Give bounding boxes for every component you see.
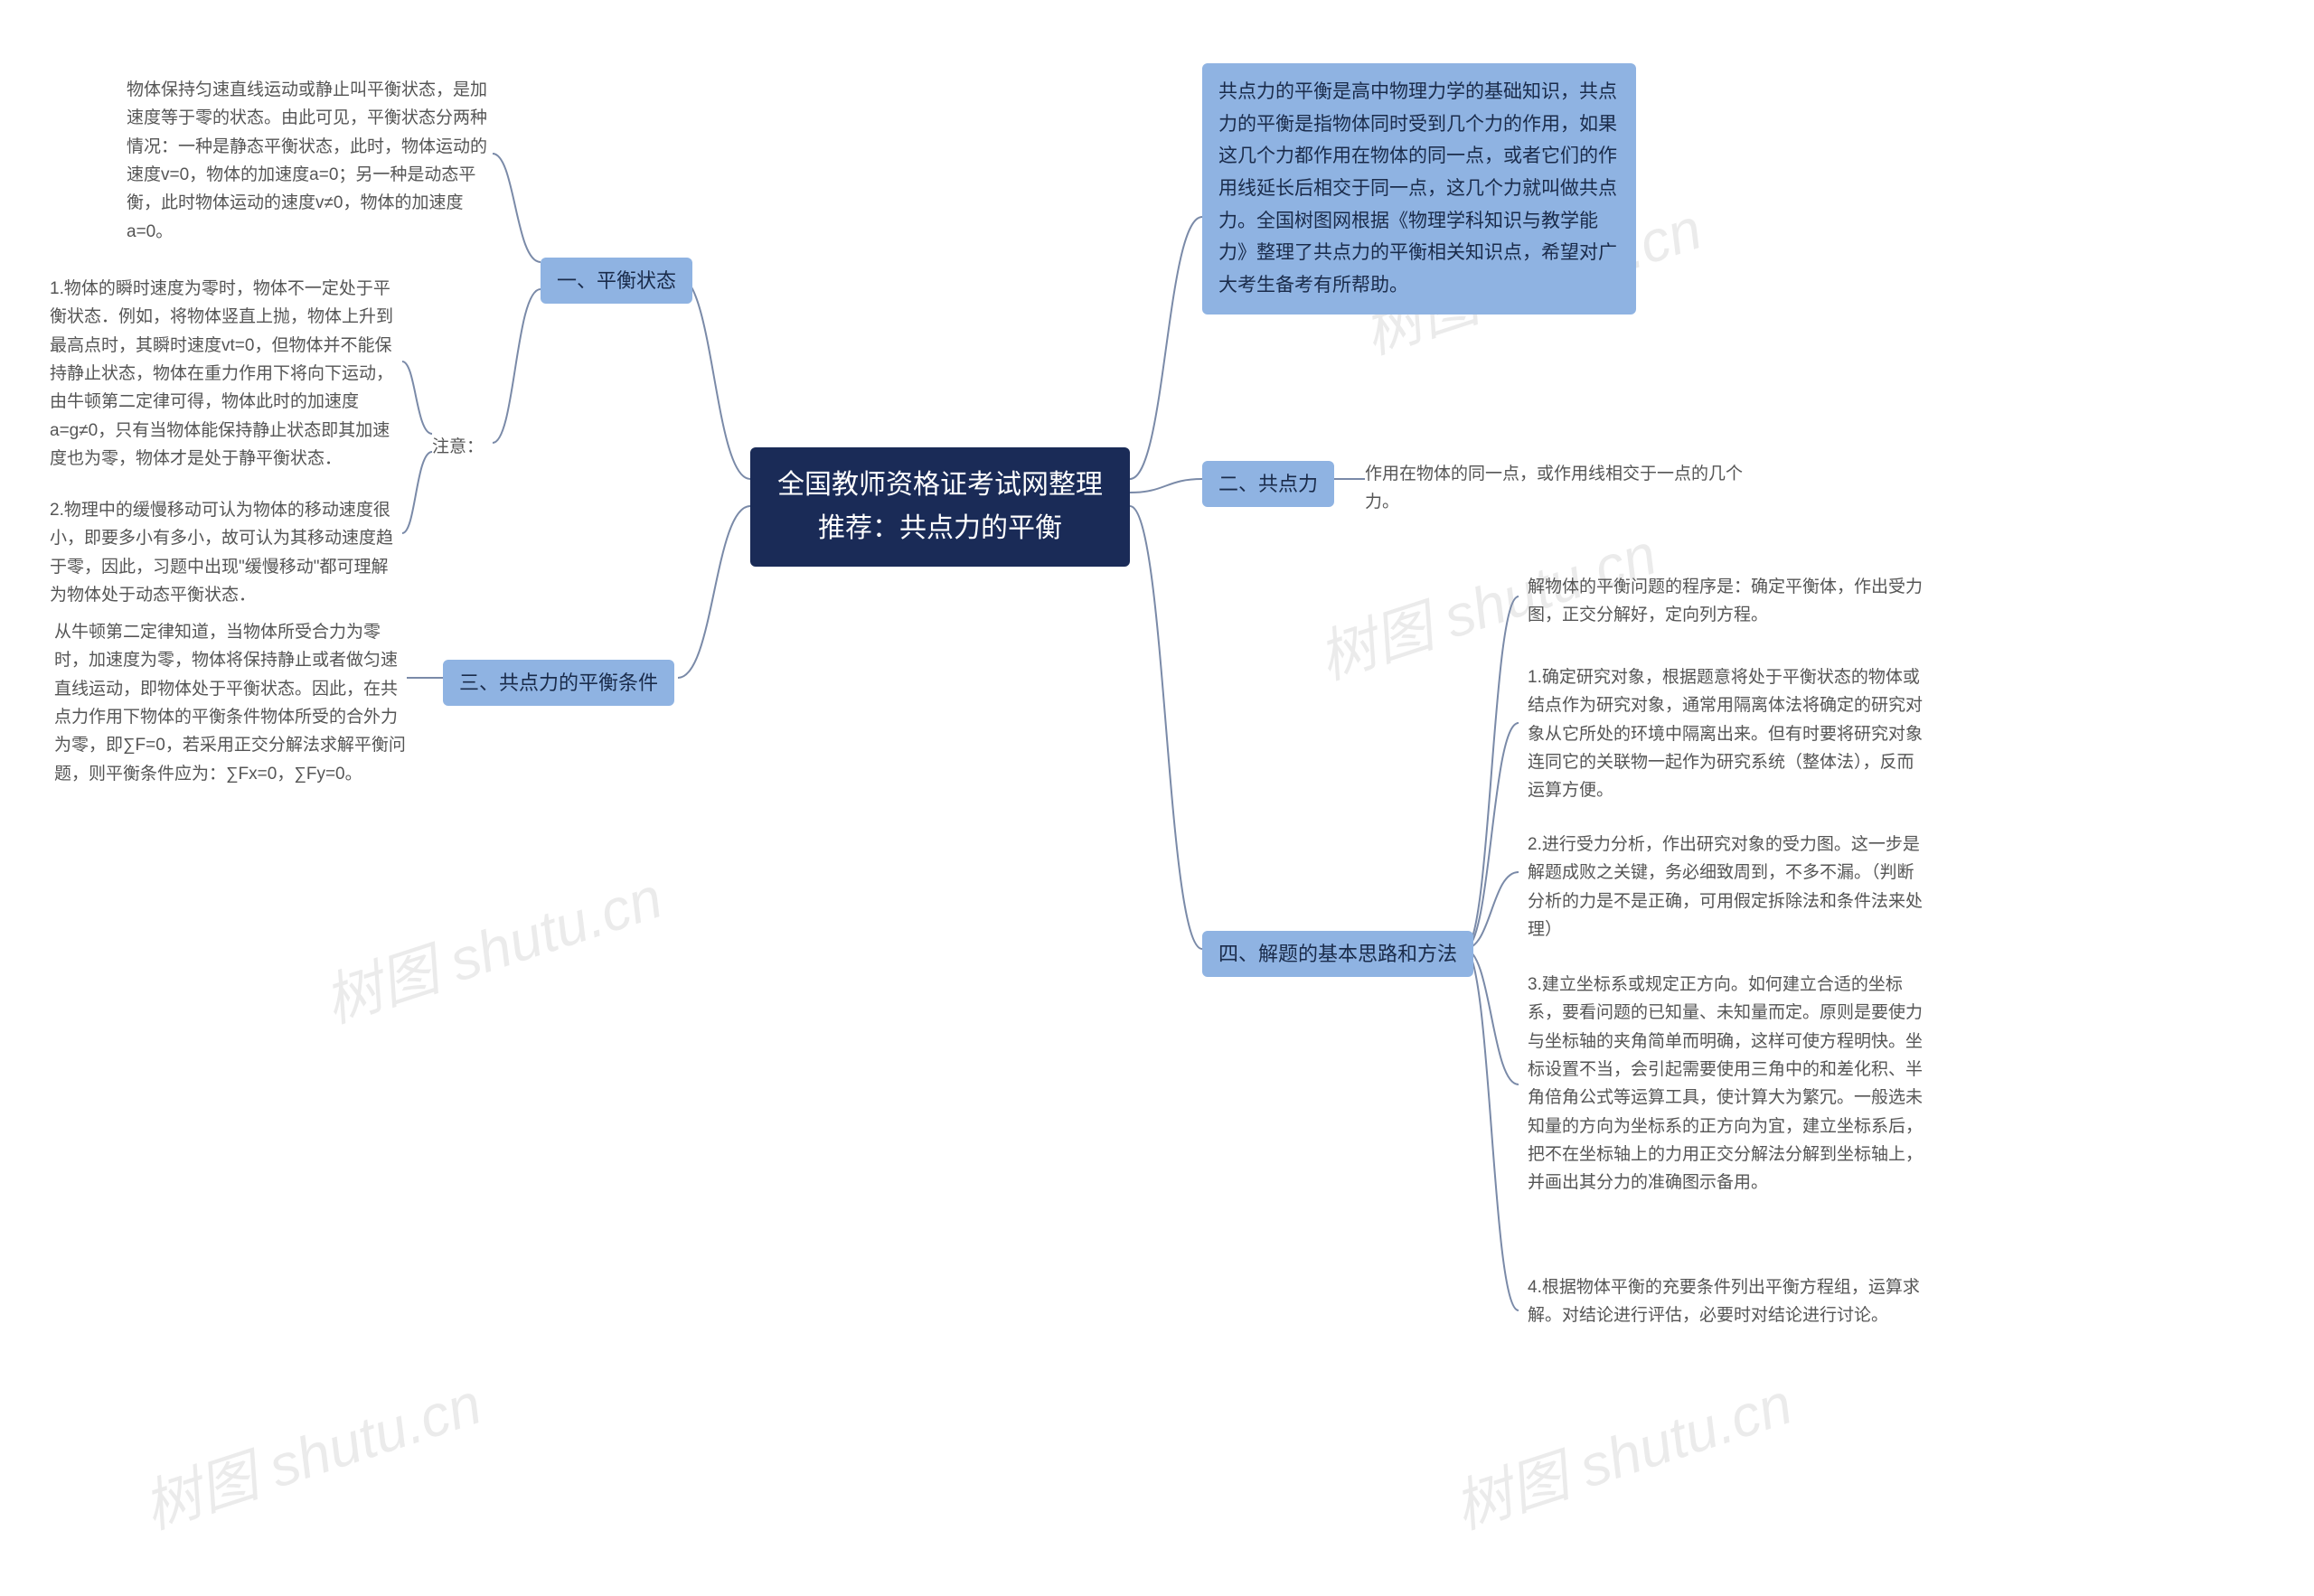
watermark: 树图 shutu.cn [1442, 1357, 1801, 1544]
branch-4: 四、解题的基本思路和方法 [1202, 931, 1473, 977]
branch-1-c: 2.物理中的缓慢移动可认为物体的移动速度很小，即要多小有多小，故可认为其移动速度… [50, 493, 402, 613]
branch-1-a: 物体保持匀速直线运动或静止叫平衡状态，是加速度等于零的状态。由此可见，平衡状态分… [127, 72, 493, 249]
branch-4-e: 4.根据物体平衡的充要条件列出平衡方程组，运算求解。对结论进行评估，必要时对结论… [1528, 1270, 1934, 1334]
branch-4-c: 2.进行受力分析，作出研究对象的受力图。这一步是解题成败之关键，务必细致周到，不… [1528, 827, 1925, 947]
branch-4-d: 3.建立坐标系或规定正方向。如何建立合适的坐标系，要看问题的已知量、未知量而定。… [1528, 967, 1934, 1201]
branch-2-leaf: 作用在物体的同一点，或作用线相交于一点的几个力。 [1365, 456, 1745, 521]
branch-1: 一、平衡状态 [541, 258, 692, 304]
mindmap-canvas: 树图 shutu.cn 树图 shutu.cn 树图 shutu.cn 树图 s… [0, 0, 2314, 1596]
root-node: 全国教师资格证考试网整理推荐：共点力的平衡 [750, 447, 1130, 567]
branch-3: 三、共点力的平衡条件 [443, 660, 674, 706]
watermark: 树图 shutu.cn [131, 1357, 490, 1544]
branch-1-note-label: 注意： [432, 429, 495, 465]
branch-3-a: 从牛顿第二定律知道，当物体所受合力为零时，加速度为零，物体将保持静止或者做匀速直… [54, 615, 407, 792]
watermark: 树图 shutu.cn [312, 851, 671, 1038]
intro-box: 共点力的平衡是高中物理力学的基础知识，共点力的平衡是指物体同时受到几个力的作用，… [1202, 63, 1636, 315]
branch-2: 二、共点力 [1202, 461, 1334, 507]
branch-1-b: 1.物体的瞬时速度为零时，物体不一定处于平衡状态．例如，将物体竖直上抛，物体上升… [50, 271, 402, 476]
branch-4-a: 解物体的平衡问题的程序是：确定平衡体，作出受力图，正交分解好，定向列方程。 [1528, 569, 1925, 634]
branch-4-b: 1.确定研究对象，根据题意将处于平衡状态的物体或结点作为研究对象，通常用隔离体法… [1528, 660, 1925, 809]
